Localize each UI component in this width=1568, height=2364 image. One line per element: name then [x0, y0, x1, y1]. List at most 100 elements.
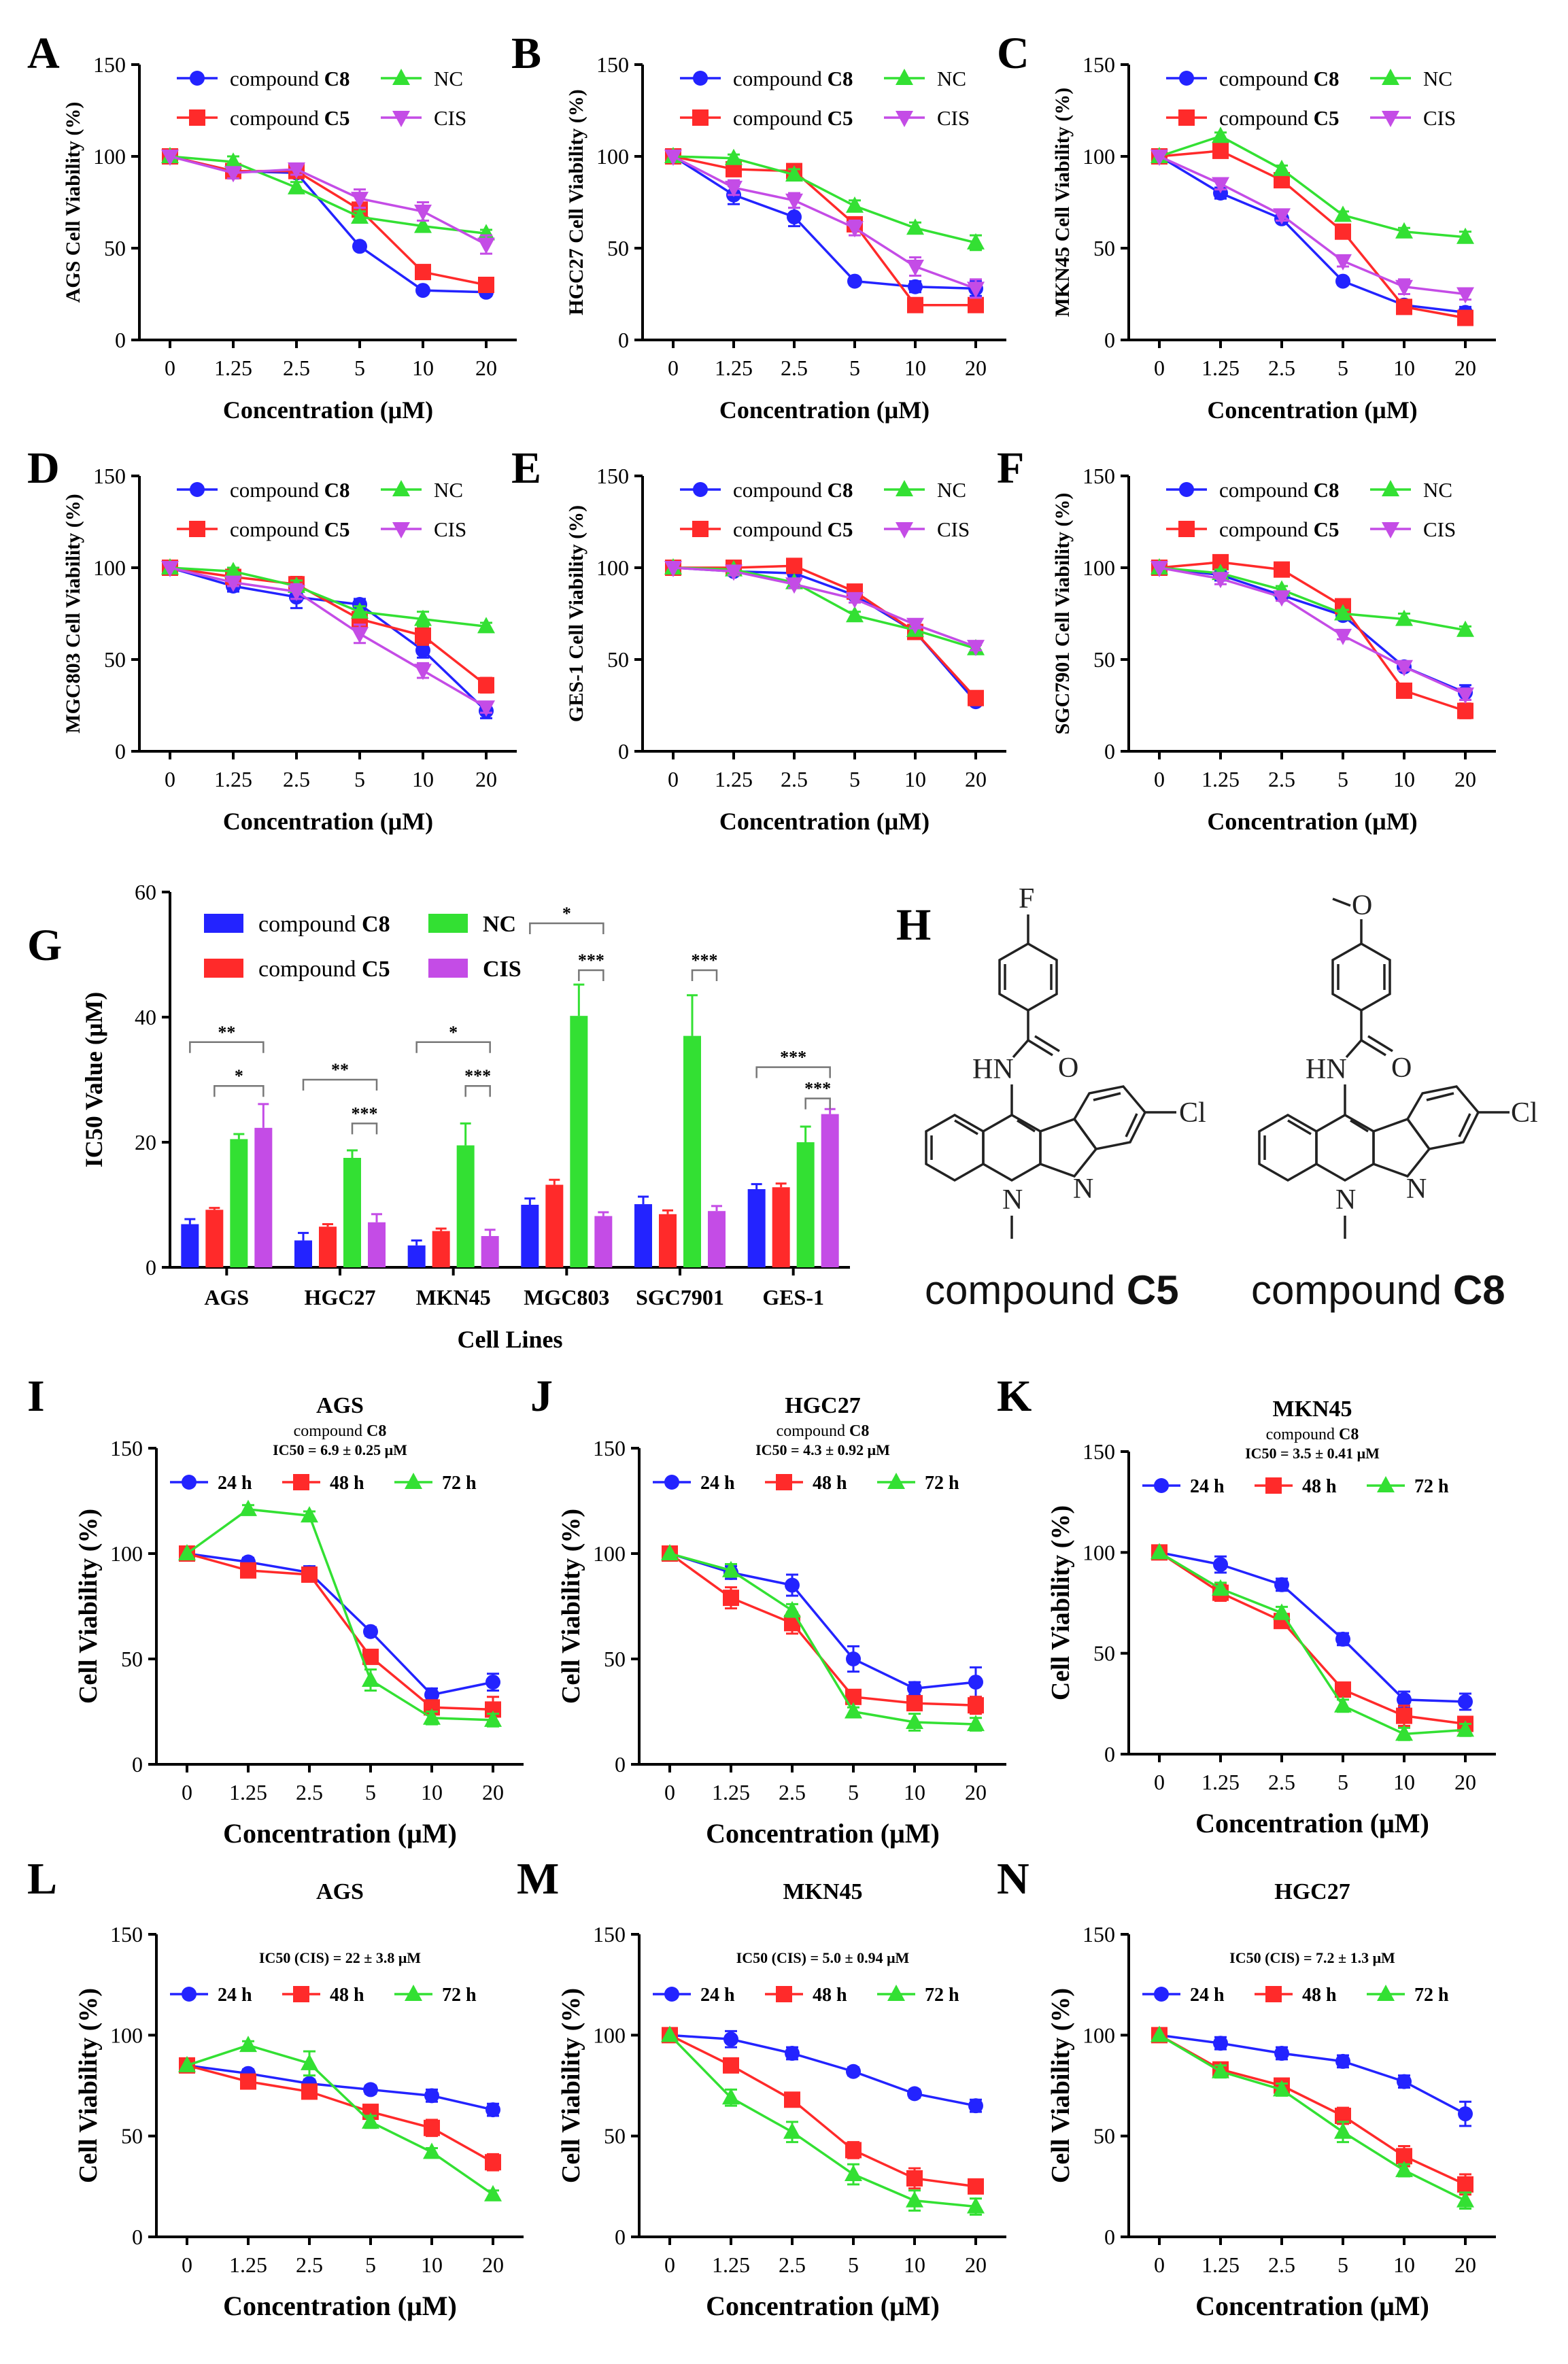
legend-marker-nc: [392, 69, 410, 85]
series-line-h24: [1159, 2034, 1466, 2115]
x-axis-label: Concentration (μM): [1195, 2291, 1429, 2321]
data-point-h48: [485, 2154, 501, 2171]
chart-subtitle: compound C8: [1266, 1426, 1359, 1443]
data-point-cis: [1334, 254, 1352, 271]
series-h72: [661, 2025, 985, 2216]
data-point-nc: [414, 216, 432, 233]
x-tick-label: 5: [848, 2252, 859, 2277]
data-point-h72: [1334, 2122, 1352, 2139]
ic50-annotation: IC50 = 4.3 ± 0.92 μM: [755, 1441, 890, 1458]
data-point-h48: [968, 2178, 984, 2195]
data-point-h24: [1458, 2106, 1473, 2122]
data-point-h48: [301, 2083, 318, 2100]
x-tick-label: 20: [965, 356, 987, 380]
data-point-nc: [477, 617, 495, 634]
x-tick-label: 20: [965, 1780, 987, 1804]
legend-swatch-c5: [204, 959, 243, 978]
legend-label-c8: compound C8: [258, 912, 390, 937]
legend-label-nc: NC: [1423, 67, 1452, 90]
series-line-h72: [1159, 1551, 1466, 1736]
data-point-h72: [906, 2191, 923, 2208]
x-axis-label: Concentration (μM): [1195, 1808, 1429, 1838]
data-point-cis: [785, 193, 803, 210]
chart-subtitle: compound C8: [294, 1422, 387, 1440]
data-point-h72: [301, 2053, 318, 2070]
x-tick-label: 10: [904, 356, 926, 380]
data-point-cis: [664, 150, 682, 166]
panel-label-m: M: [517, 1854, 559, 1904]
series-line-h24: [186, 2064, 494, 2111]
data-point-nc: [351, 207, 369, 224]
series-h24: [662, 1546, 983, 1698]
legend-marker-h48: [1265, 1477, 1282, 1494]
data-point-cis: [906, 260, 924, 276]
data-point-nc: [224, 562, 242, 579]
ic50-annotation: IC50 (CIS) = 22 ± 3.8 μM: [259, 1949, 421, 1966]
bar-c5: [432, 1231, 450, 1267]
x-tick-label: 5: [365, 1780, 376, 1804]
y-tick-label: 150: [1083, 1439, 1115, 1464]
x-tick-label: 5: [1337, 767, 1348, 791]
y-tick-label: 100: [593, 2023, 626, 2047]
x-tick-label: 20: [965, 767, 987, 791]
y-tick-label: 50: [1093, 236, 1115, 260]
data-point-h24: [907, 2086, 922, 2102]
bar-c8: [407, 1245, 426, 1267]
data-point-h48: [1457, 2176, 1473, 2193]
category-label: GES-1: [762, 1285, 824, 1309]
x-tick-label: 20: [475, 356, 497, 380]
significance-bracket: [189, 1041, 265, 1053]
series-line-c5: [1159, 150, 1466, 320]
data-point-nc: [1273, 159, 1291, 176]
legend-label-h72: 72 h: [925, 1473, 959, 1494]
data-point-c5: [415, 627, 431, 644]
significance-label: *: [449, 1023, 458, 1042]
data-point-h24: [1213, 1557, 1228, 1573]
data-point-h48: [240, 1562, 256, 1579]
data-point-h72: [967, 2197, 985, 2214]
legend-swatch-cis: [428, 959, 468, 978]
data-point-cis: [414, 664, 432, 681]
data-point-h24: [907, 1681, 922, 1696]
data-point-h24: [485, 1675, 500, 1690]
significance-label: ***: [692, 950, 718, 970]
data-point-cis: [846, 592, 864, 609]
legend-label-h24: 24 h: [218, 1473, 252, 1494]
legend-marker-h48: [776, 1474, 792, 1490]
bar-nc: [343, 1158, 361, 1267]
caption-compound-c8: compound C8: [1251, 1267, 1505, 1313]
data-point-h48: [1396, 1707, 1412, 1724]
data-point-h48: [906, 2170, 923, 2187]
data-point-h72: [845, 2165, 862, 2182]
panel-label-n: N: [997, 1854, 1029, 1904]
data-point-cis: [161, 561, 179, 577]
x-axis-label: Concentration (μM): [1207, 808, 1417, 835]
panel-label-d: D: [27, 443, 60, 493]
chart-title: AGS: [316, 1393, 364, 1418]
data-point-h72: [783, 2122, 801, 2139]
x-tick-label: 10: [421, 2252, 443, 2277]
y-axis-label: MGC803 Cell Viability (%): [62, 494, 84, 733]
legend-marker-nc: [896, 480, 913, 496]
legend-marker-h48: [1265, 1986, 1282, 2002]
legend-marker-h24: [182, 1987, 197, 2002]
data-point-h72: [484, 2185, 502, 2202]
data-point-h24: [785, 1577, 800, 1593]
y-tick-label: 0: [618, 739, 629, 764]
series-h48: [179, 1545, 501, 1724]
data-point-cis: [161, 150, 179, 166]
chart-title: HGC27: [785, 1393, 860, 1418]
data-point-h72: [1212, 1579, 1229, 1596]
x-tick-label: 0: [1154, 767, 1165, 791]
line-chart-panel-a: A 0 50 100 150 0 1.25 2.5 5 10 20 Concentration (μM…: [27, 29, 517, 424]
x-tick-label: 20: [1454, 356, 1476, 380]
data-point-h24: [846, 2063, 861, 2079]
data-point-c5: [1457, 702, 1473, 719]
x-tick-label: 2.5: [781, 356, 808, 380]
legend-label-nc: NC: [1423, 478, 1452, 502]
legend-marker-c5: [692, 109, 709, 126]
x-tick-label: 2.5: [296, 2252, 323, 2277]
legend-label-cis: CIS: [937, 106, 970, 130]
data-point-cis: [785, 577, 803, 594]
data-point-nc: [224, 152, 242, 169]
